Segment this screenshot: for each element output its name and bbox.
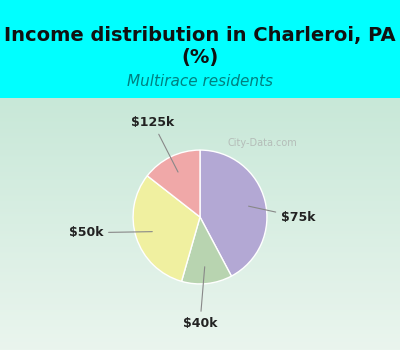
Text: Income distribution in Charleroi, PA
(%): Income distribution in Charleroi, PA (%) bbox=[4, 26, 396, 67]
Wedge shape bbox=[182, 217, 232, 284]
Text: $75k: $75k bbox=[248, 206, 316, 224]
Wedge shape bbox=[200, 150, 267, 276]
Text: City-Data.com: City-Data.com bbox=[228, 139, 297, 148]
Wedge shape bbox=[147, 150, 200, 217]
Text: $125k: $125k bbox=[131, 116, 178, 172]
Text: Multirace residents: Multirace residents bbox=[127, 74, 273, 89]
Text: $50k: $50k bbox=[68, 226, 152, 239]
Text: $40k: $40k bbox=[183, 267, 217, 330]
Wedge shape bbox=[133, 176, 200, 281]
